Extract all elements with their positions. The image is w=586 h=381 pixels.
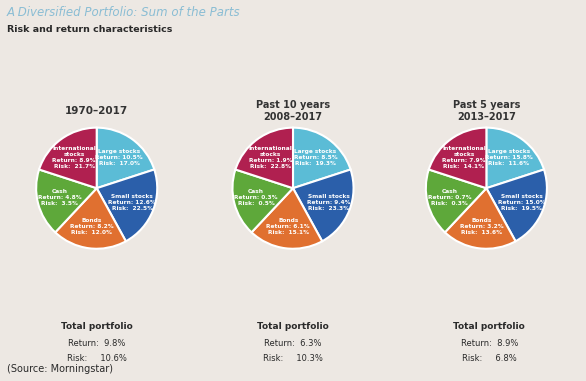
Text: Small stocks
Return: 15.0%
Risk:  19.5%: Small stocks Return: 15.0% Risk: 19.5%	[498, 194, 546, 211]
Wedge shape	[293, 128, 350, 188]
Text: Risk:     10.6%: Risk: 10.6%	[67, 354, 127, 363]
Text: Cash
Return: 4.8%
Risk:  3.5%: Cash Return: 4.8% Risk: 3.5%	[38, 189, 81, 206]
Text: Risk:     6.8%: Risk: 6.8%	[462, 354, 517, 363]
Text: Total portfolio: Total portfolio	[257, 322, 329, 331]
Text: Bonds
Return: 3.2%
Risk:  13.6%: Bonds Return: 3.2% Risk: 13.6%	[460, 218, 503, 235]
Wedge shape	[36, 170, 97, 232]
Text: Large stocks
Return: 10.5%
Risk:  17.0%: Large stocks Return: 10.5% Risk: 17.0%	[96, 149, 143, 166]
Wedge shape	[39, 128, 97, 188]
Text: International
stocks
Return: 8.9%
Risk:  21.7%: International stocks Return: 8.9% Risk: …	[52, 146, 96, 169]
Text: Bonds
Return: 8.2%
Risk:  12.0%: Bonds Return: 8.2% Risk: 12.0%	[70, 218, 114, 235]
Wedge shape	[293, 170, 353, 241]
Text: Large stocks
Return: 15.8%
Risk:  11.6%: Large stocks Return: 15.8% Risk: 11.6%	[485, 149, 533, 166]
Text: A Diversified Portfolio: Sum of the Parts: A Diversified Portfolio: Sum of the Part…	[7, 6, 241, 19]
Text: Return:  8.9%: Return: 8.9%	[461, 339, 518, 348]
Wedge shape	[251, 188, 322, 249]
Wedge shape	[97, 170, 157, 241]
Text: Return:  6.3%: Return: 6.3%	[264, 339, 322, 348]
Text: Cash
Return: 0.7%
Risk:  0.3%: Cash Return: 0.7% Risk: 0.3%	[428, 189, 471, 206]
Wedge shape	[486, 170, 547, 241]
Wedge shape	[236, 128, 293, 188]
Text: (Source: Morningstar): (Source: Morningstar)	[7, 364, 113, 374]
Wedge shape	[97, 128, 154, 188]
Text: Large stocks
Return: 8.5%
Risk:  19.3%: Large stocks Return: 8.5% Risk: 19.3%	[294, 149, 338, 166]
Text: Risk:     10.3%: Risk: 10.3%	[263, 354, 323, 363]
Wedge shape	[233, 170, 293, 232]
Text: Past 5 years: Past 5 years	[453, 100, 520, 110]
Wedge shape	[426, 170, 486, 232]
Wedge shape	[55, 188, 126, 249]
Text: Total portfolio: Total portfolio	[61, 322, 132, 331]
Text: Small stocks
Return: 9.4%
Risk:  23.3%: Small stocks Return: 9.4% Risk: 23.3%	[306, 194, 350, 211]
Wedge shape	[429, 128, 486, 188]
Text: Cash
Return: 0.3%
Risk:  0.5%: Cash Return: 0.3% Risk: 0.5%	[234, 189, 278, 206]
Text: 1970–2017: 1970–2017	[65, 106, 128, 116]
Text: International
stocks
Return: 7.9%
Risk:  14.1%: International stocks Return: 7.9% Risk: …	[442, 146, 486, 169]
Text: Total portfolio: Total portfolio	[454, 322, 525, 331]
Wedge shape	[445, 188, 516, 249]
Text: International
stocks
Return: 1.9%
Risk:  22.8%: International stocks Return: 1.9% Risk: …	[248, 146, 292, 169]
Text: Risk and return characteristics: Risk and return characteristics	[7, 25, 172, 34]
Text: 2008–2017: 2008–2017	[264, 112, 322, 122]
Text: 2013–2017: 2013–2017	[457, 112, 516, 122]
Wedge shape	[486, 128, 544, 188]
Text: Return:  9.8%: Return: 9.8%	[68, 339, 125, 348]
Text: Small stocks
Return: 12.6%
Risk:  22.5%: Small stocks Return: 12.6% Risk: 22.5%	[108, 194, 156, 211]
Text: Past 10 years: Past 10 years	[256, 100, 330, 110]
Text: Bonds
Return: 6.1%
Risk:  15.1%: Bonds Return: 6.1% Risk: 15.1%	[267, 218, 310, 235]
